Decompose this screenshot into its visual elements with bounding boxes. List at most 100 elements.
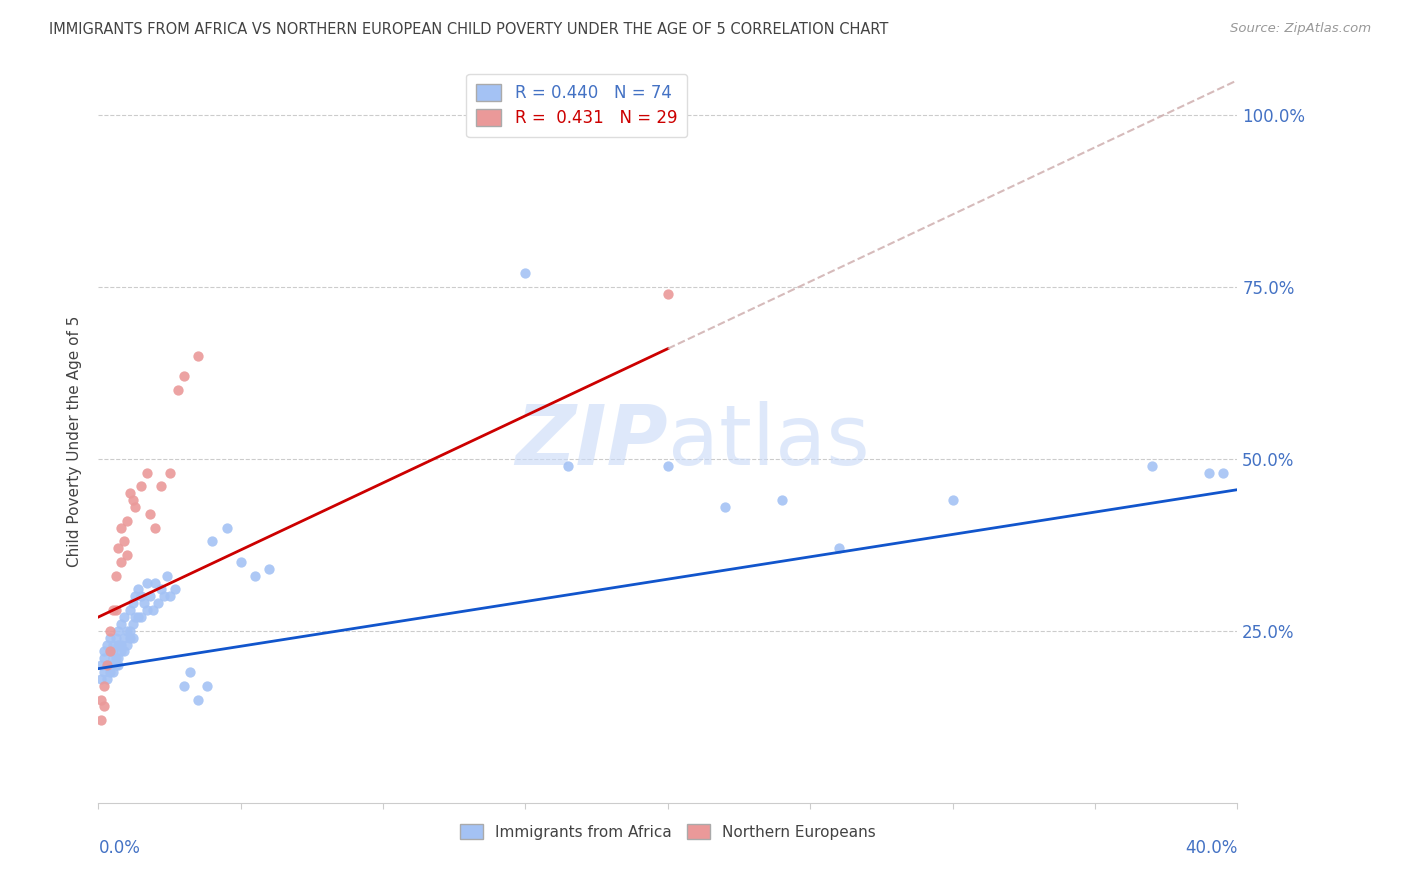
Point: [110, 638, 132, 652]
Point: [138, 590, 160, 604]
Point: [107, 624, 129, 638]
Point: [98, 631, 121, 645]
Point: [150, 582, 173, 597]
Point: [96, 658, 118, 673]
Point: [107, 658, 129, 673]
Point: [101, 638, 124, 652]
Point: [121, 493, 143, 508]
Point: [96, 638, 118, 652]
Point: [96, 658, 118, 673]
Point: [98, 624, 121, 638]
Text: atlas: atlas: [668, 401, 869, 482]
Point: [115, 548, 138, 562]
Point: [118, 631, 141, 645]
Point: [1140, 458, 1163, 473]
Point: [165, 582, 187, 597]
Point: [132, 596, 155, 610]
Point: [148, 596, 170, 610]
Point: [110, 520, 132, 534]
Point: [1212, 466, 1234, 480]
Point: [110, 644, 132, 658]
Point: [150, 479, 173, 493]
Point: [93, 679, 115, 693]
Point: [215, 520, 238, 534]
Point: [127, 582, 149, 597]
Text: 40.0%: 40.0%: [1185, 838, 1237, 857]
Point: [90, 658, 112, 673]
Point: [173, 679, 195, 693]
Point: [129, 479, 152, 493]
Point: [96, 672, 118, 686]
Point: [104, 631, 127, 645]
Point: [770, 493, 793, 508]
Point: [118, 603, 141, 617]
Point: [557, 458, 579, 473]
Point: [515, 266, 537, 280]
Point: [115, 514, 138, 528]
Point: [167, 383, 190, 397]
Text: IMMIGRANTS FROM AFRICA VS NORTHERN EUROPEAN CHILD POVERTY UNDER THE AGE OF 5 COR: IMMIGRANTS FROM AFRICA VS NORTHERN EUROP…: [49, 22, 889, 37]
Point: [93, 651, 115, 665]
Point: [112, 644, 135, 658]
Point: [135, 603, 157, 617]
Point: [159, 590, 181, 604]
Point: [145, 520, 167, 534]
Point: [135, 466, 157, 480]
Point: [101, 651, 124, 665]
Point: [98, 658, 121, 673]
Point: [828, 541, 851, 556]
Point: [104, 651, 127, 665]
Point: [173, 369, 195, 384]
Point: [104, 658, 127, 673]
Point: [101, 603, 124, 617]
Point: [112, 534, 135, 549]
Point: [90, 713, 112, 727]
Point: [243, 568, 266, 582]
Point: [195, 679, 218, 693]
Point: [107, 651, 129, 665]
Point: [657, 458, 679, 473]
Point: [124, 500, 146, 514]
Point: [942, 493, 965, 508]
Point: [98, 644, 121, 658]
Text: Source: ZipAtlas.com: Source: ZipAtlas.com: [1230, 22, 1371, 36]
Point: [259, 562, 281, 576]
Text: ZIP: ZIP: [515, 401, 668, 482]
Point: [107, 541, 129, 556]
Point: [156, 568, 179, 582]
Point: [201, 534, 224, 549]
Point: [153, 590, 176, 604]
Point: [229, 555, 252, 569]
Point: [104, 603, 127, 617]
Point: [115, 638, 138, 652]
Point: [145, 575, 167, 590]
Point: [112, 610, 135, 624]
Point: [141, 603, 163, 617]
Point: [104, 568, 127, 582]
Point: [187, 692, 209, 706]
Point: [159, 466, 181, 480]
Point: [115, 624, 138, 638]
Point: [93, 644, 115, 658]
Point: [110, 555, 132, 569]
Point: [93, 699, 115, 714]
Point: [135, 575, 157, 590]
Point: [98, 665, 121, 679]
Point: [129, 590, 152, 604]
Point: [112, 631, 135, 645]
Point: [101, 644, 124, 658]
Point: [714, 500, 737, 514]
Point: [90, 692, 112, 706]
Point: [121, 616, 143, 631]
Point: [138, 507, 160, 521]
Point: [118, 486, 141, 500]
Point: [187, 349, 209, 363]
Point: [127, 610, 149, 624]
Point: [90, 672, 112, 686]
Point: [98, 644, 121, 658]
Point: [129, 610, 152, 624]
Point: [1198, 466, 1220, 480]
Point: [124, 590, 146, 604]
Point: [121, 631, 143, 645]
Y-axis label: Child Poverty Under the Age of 5: Child Poverty Under the Age of 5: [67, 316, 83, 567]
